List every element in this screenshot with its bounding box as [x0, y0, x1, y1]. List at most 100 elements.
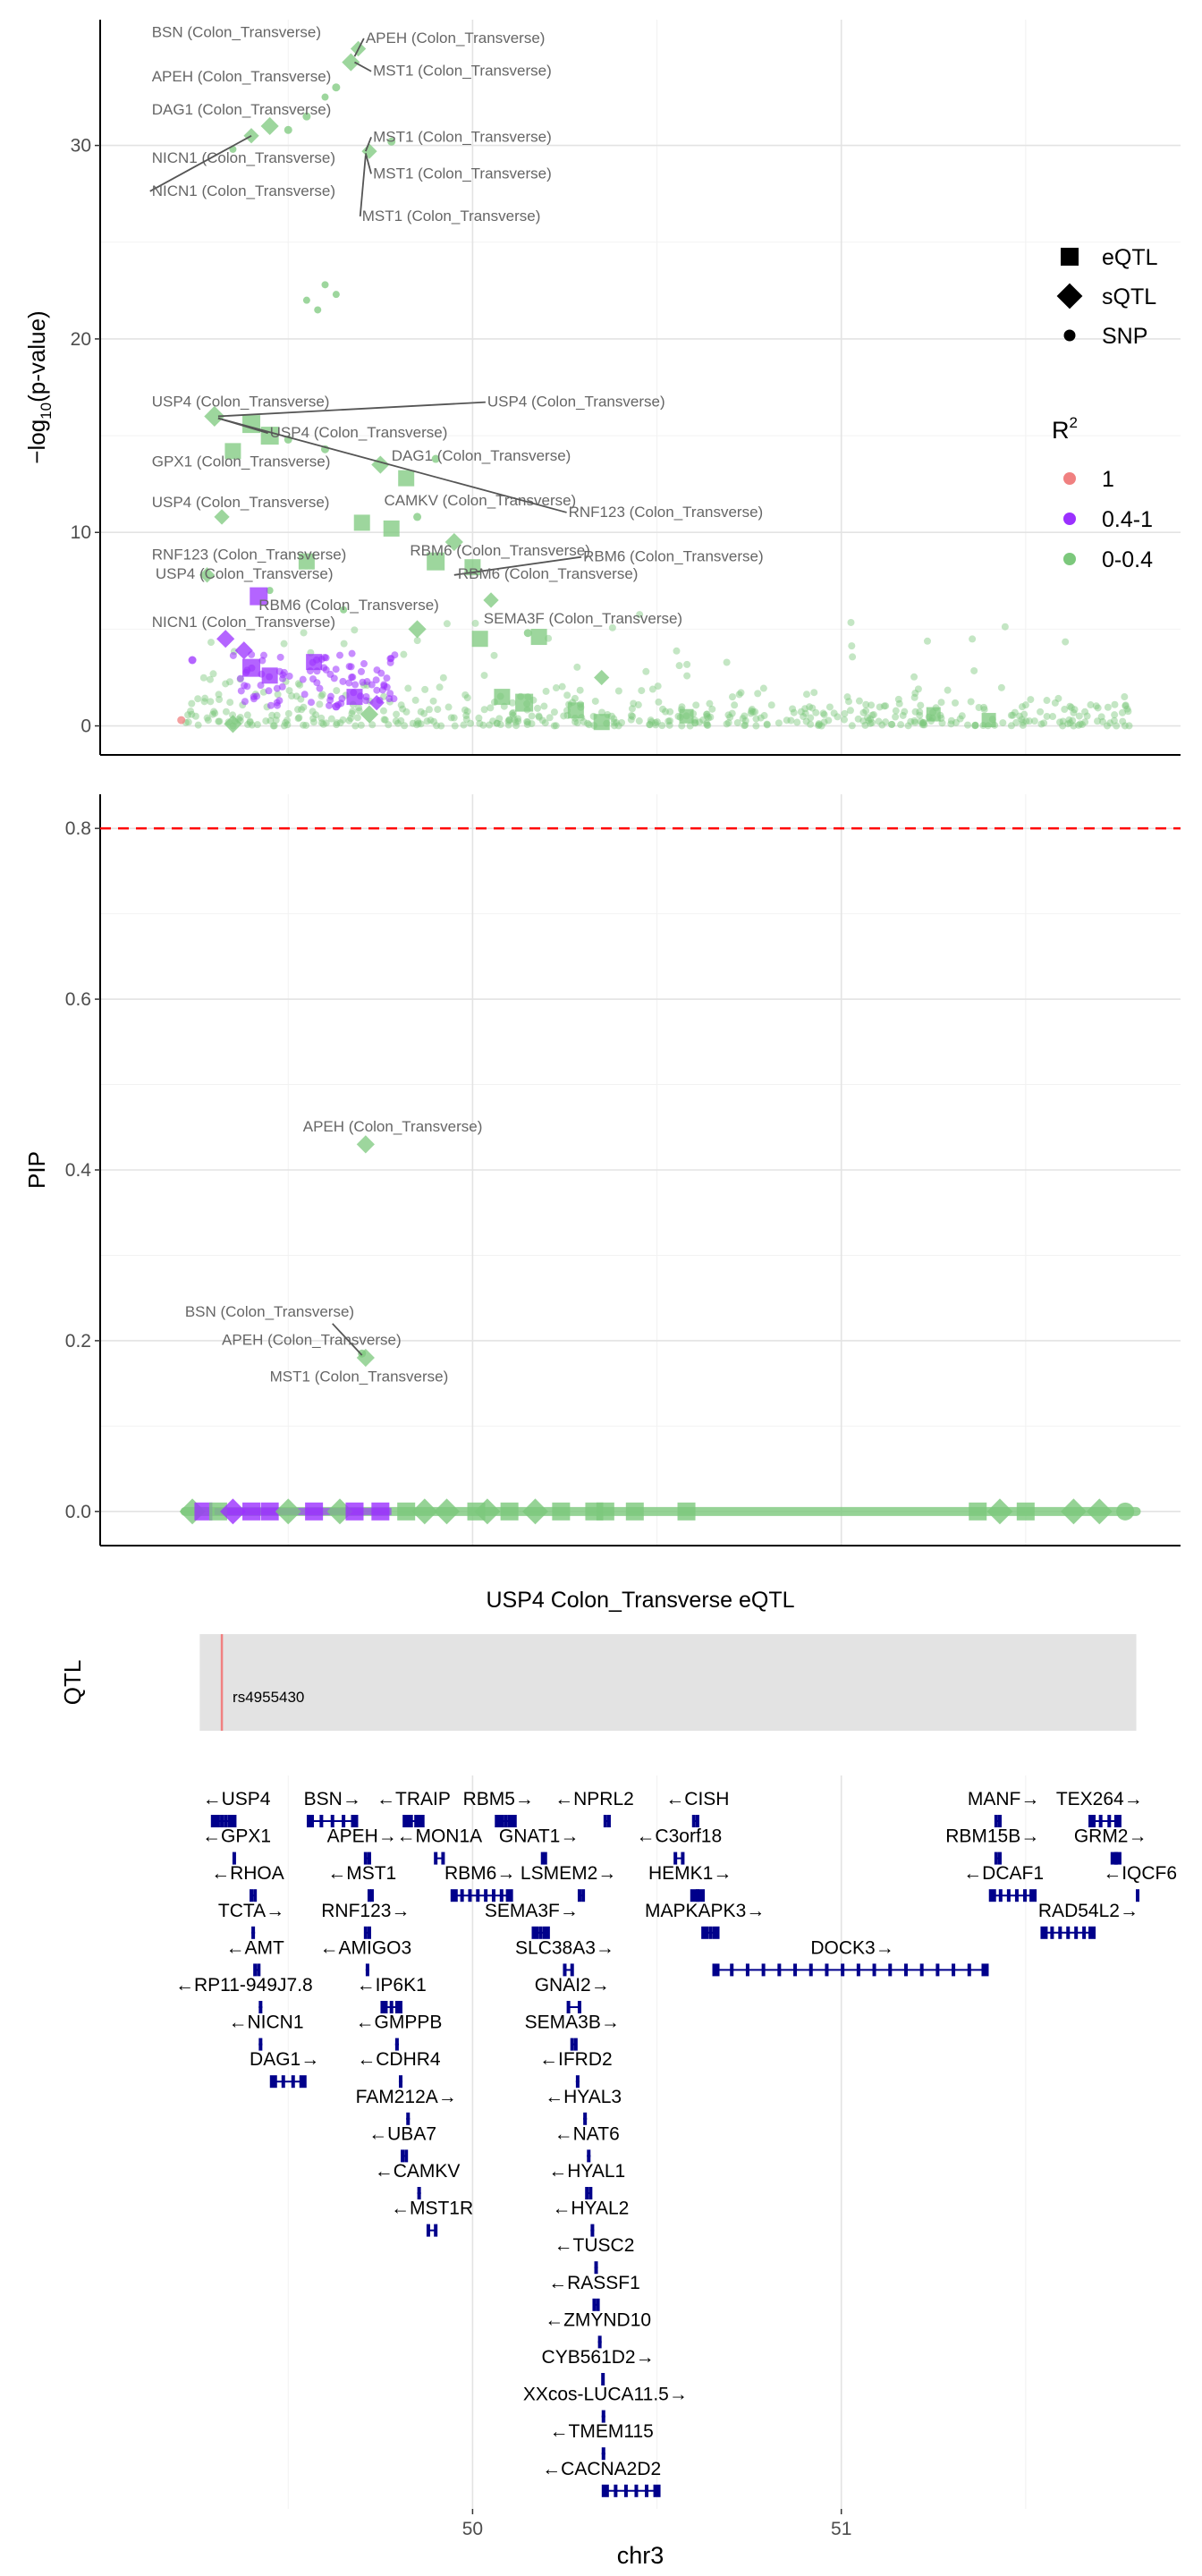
y-tick-label: 0.4: [65, 1160, 92, 1181]
qtl-point: [368, 694, 385, 711]
snp-point: [258, 657, 267, 665]
gene-exon: [500, 1815, 504, 1827]
snp-point: [868, 711, 876, 719]
qtl-point: [353, 514, 370, 531]
snp-point: [952, 718, 960, 726]
gene-label: DAG1→: [250, 2049, 319, 2070]
pip-baseline-point: [220, 1498, 246, 1525]
gene-exon: [253, 1963, 258, 1977]
qtl-point: [261, 667, 278, 684]
point-label: MST1 (Colon_Transverse): [373, 63, 552, 80]
snp-point: [558, 682, 566, 691]
snp-point: [610, 715, 618, 723]
snp-point: [348, 674, 356, 682]
y-tick-label: 0.6: [65, 989, 91, 1010]
snp-point: [336, 719, 344, 727]
snp-point: [591, 697, 599, 705]
snp-point: [882, 702, 890, 710]
snp-point: [284, 721, 292, 729]
snp-point: [767, 701, 775, 709]
pip-baseline-point: [208, 1502, 227, 1521]
gene-exon: [596, 2298, 600, 2311]
snp-point: [210, 708, 218, 716]
qtl-point: [594, 669, 610, 686]
snp-point: [339, 716, 347, 724]
gene-exon: [251, 1926, 256, 1939]
point-label: SEMA3F (Colon_Transverse): [484, 610, 682, 627]
snp-point: [451, 722, 459, 730]
label-leader-line: [453, 555, 582, 576]
snp-point: [404, 684, 412, 692]
gene-exon: [994, 1852, 998, 1865]
snp-point: [825, 703, 834, 711]
snp-point: [1111, 711, 1119, 719]
snp-point: [295, 714, 303, 722]
snp-point: [810, 689, 818, 697]
snp-point: [1081, 718, 1089, 726]
snp-point: [253, 721, 261, 729]
snp-point: [461, 691, 470, 699]
snp-point: [820, 710, 828, 718]
qtl-point: [306, 654, 323, 671]
snp-point: [920, 721, 928, 729]
qtl-point: [431, 454, 440, 463]
snp-point: [345, 716, 353, 724]
gene-exon: [825, 1963, 829, 1977]
snp-point: [751, 708, 759, 716]
gene-exon: [841, 1963, 845, 1977]
gene-exon: [634, 2484, 639, 2497]
gene-label: RBM5→: [463, 1789, 534, 1809]
gene-label: TEX264→: [1056, 1789, 1143, 1809]
snp-point: [1049, 713, 1057, 721]
snp-point: [1081, 708, 1089, 716]
gene-exon: [994, 1815, 998, 1827]
snp-point: [859, 717, 868, 725]
snp-point: [904, 722, 912, 730]
snp-point: [348, 649, 356, 657]
snp-point: [648, 685, 656, 693]
snp-point: [443, 620, 451, 628]
snp-point: [489, 717, 497, 725]
snp-point: [550, 722, 558, 730]
gene-exon: [505, 1889, 513, 1902]
snp-point: [763, 720, 771, 728]
snp-point: [460, 721, 468, 729]
snp-point: [1018, 716, 1026, 724]
snp-point: [317, 692, 326, 700]
snp-point: [686, 722, 694, 730]
snp-point: [655, 698, 663, 706]
point-label: APEH (Colon_Transverse): [222, 1332, 402, 1349]
qtl-point: [342, 53, 360, 72]
snp-point: [351, 626, 359, 634]
snp-point: [1021, 701, 1029, 709]
gene-exon: [307, 1815, 315, 1827]
gene-exon: [712, 1963, 720, 1977]
legend-label: SNP: [1102, 324, 1147, 349]
snp-point: [907, 717, 915, 725]
gene-exon: [330, 1815, 334, 1827]
snp-point: [614, 722, 622, 730]
gene-label: APEH→: [327, 1826, 397, 1847]
snp-point: [894, 695, 902, 703]
snp-point: [1015, 712, 1023, 720]
snp-point: [462, 716, 470, 724]
snp-point: [759, 684, 767, 692]
snp-point: [409, 719, 417, 727]
gene-label: ←ZMYND10: [545, 2309, 651, 2330]
snp-point: [1110, 716, 1118, 724]
gene-exon: [367, 1889, 371, 1902]
snp-point: [360, 660, 368, 668]
snp-point: [892, 707, 900, 715]
point-label: MST1 (Colon_Transverse): [362, 208, 541, 225]
point-label: RBM6 (Colon_Transverse): [458, 565, 639, 582]
snp-point: [1059, 717, 1067, 725]
qtl-point: [567, 702, 584, 719]
snp-point: [246, 718, 254, 726]
gene-exon: [623, 2484, 628, 2497]
snp-point: [585, 721, 593, 729]
snp-point: [222, 708, 230, 716]
gene-exon: [291, 2075, 295, 2089]
snp-point: [662, 708, 670, 716]
snp-point: [1083, 712, 1091, 720]
snp-point: [187, 708, 195, 716]
